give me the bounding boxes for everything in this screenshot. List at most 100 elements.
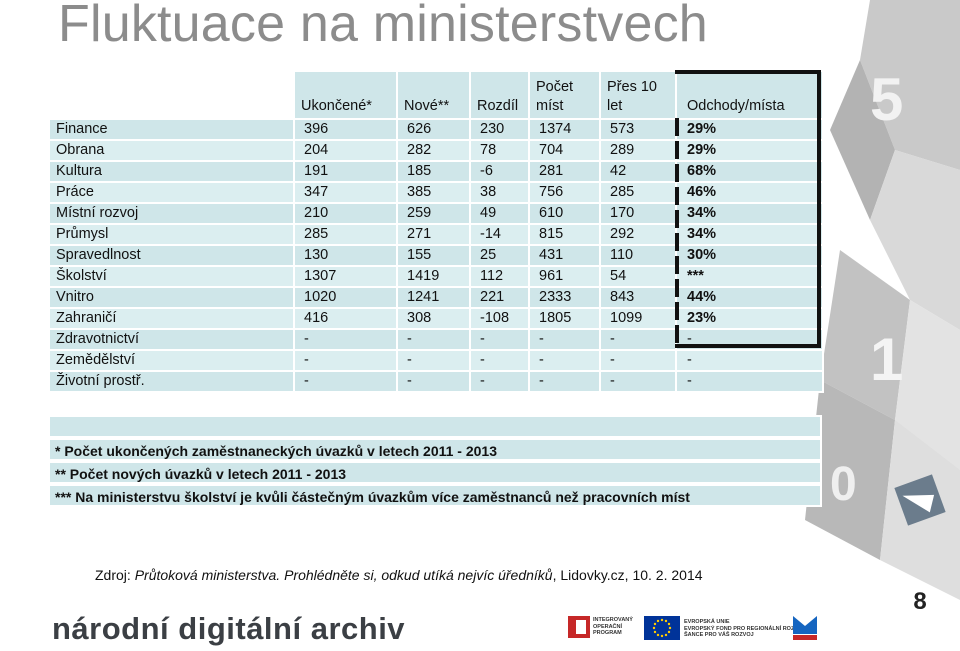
header-cell: Rozdíl [469, 70, 530, 120]
header-cell: Odchody/místa [675, 70, 824, 120]
table-row: Zahraničí 416 308 -108 1805 1099 23% [48, 307, 824, 330]
cell-ukoncene: 191 [293, 160, 398, 183]
svg-text:1: 1 [870, 326, 903, 393]
source-citation: Zdroj: Průtoková ministerstva. Prohlédně… [95, 567, 703, 583]
header-cell: Ukončené* [293, 70, 398, 120]
cell-nove: 1419 [396, 265, 471, 288]
cell-pres10: - [599, 349, 677, 372]
page-number: 8 [913, 588, 927, 615]
ministry-name: Kultura [48, 160, 295, 183]
footnote: ** Počet nových úvazků v letech 2011 - 2… [48, 461, 822, 484]
ministry-name: Obrana [48, 139, 295, 162]
cell-ukoncene: 1020 [293, 286, 398, 309]
eu-caption: EVROPSKÁ UNIE EVROPSKÝ FOND PRO REGIONÁLN… [684, 619, 806, 638]
cell-ukoncene: 347 [293, 181, 398, 204]
dice-decoration: 5 1 0 [805, 0, 960, 600]
cell-pres10: 289 [599, 139, 677, 162]
source-suffix: , Lidovky.cz, 10. 2. 2014 [552, 567, 703, 583]
cell-rozdil: - [469, 349, 530, 372]
footnote: *** Na ministerstvu školství je kvůli čá… [48, 484, 822, 507]
fluctuation-table: Ukončené* Nové** Rozdíl Počet míst Přes 1… [48, 70, 824, 393]
table-row: Vnitro 1020 1241 221 2333 843 44% [48, 286, 824, 309]
footnotes-spacer [48, 415, 822, 438]
ministry-name: Práce [48, 181, 295, 204]
cell-odchody: 29% [675, 118, 824, 141]
cell-pocet: 610 [528, 202, 601, 225]
footnote: * Počet ukončených zaměstnaneckých úvazk… [48, 438, 822, 461]
cell-ukoncene: - [293, 328, 398, 351]
table-row: Školství 1307 1419 112 961 54 *** [48, 265, 824, 288]
cell-ukoncene: 204 [293, 139, 398, 162]
cell-ukoncene: 1307 [293, 265, 398, 288]
source-prefix: Zdroj: [95, 567, 135, 583]
eu-flag-icon [644, 616, 680, 640]
cell-pocet: 961 [528, 265, 601, 288]
cell-nove: 308 [396, 307, 471, 330]
cell-ukoncene: - [293, 370, 398, 393]
cell-rozdil: - [469, 370, 530, 393]
cell-pocet: 1374 [528, 118, 601, 141]
cell-nove: 1241 [396, 286, 471, 309]
cell-pocet: 704 [528, 139, 601, 162]
nda-logo: národní digitální archiv [52, 611, 406, 646]
cell-rozdil: -14 [469, 223, 530, 246]
cell-odchody: 30% [675, 244, 824, 267]
cell-odchody: 46% [675, 181, 824, 204]
ministry-name: Zemědělství [48, 349, 295, 372]
table-row: Životní prostř. - - - - - - [48, 370, 824, 393]
cell-pres10: - [599, 370, 677, 393]
ministry-name: Místní rozvoj [48, 202, 295, 225]
ministry-name: Životní prostř. [48, 370, 295, 393]
cell-nove: 385 [396, 181, 471, 204]
table-row: Místní rozvoj 210 259 49 610 170 34% [48, 202, 824, 225]
cell-pres10: 285 [599, 181, 677, 204]
cell-ukoncene: 210 [293, 202, 398, 225]
cell-pres10: 573 [599, 118, 677, 141]
table-row: Kultura 191 185 -6 281 42 68% [48, 160, 824, 183]
fluctuation-table-wrap: Ukončené* Nové** Rozdíl Počet míst Přes 1… [48, 70, 824, 393]
cell-nove: - [396, 370, 471, 393]
cell-odchody: - [675, 370, 824, 393]
cell-ukoncene: 130 [293, 244, 398, 267]
cell-pres10: 110 [599, 244, 677, 267]
svg-text:0: 0 [830, 458, 857, 511]
cell-pocet: 2333 [528, 286, 601, 309]
header-corner [48, 70, 295, 120]
ministry-name: Zdravotnictví [48, 328, 295, 351]
ministry-name: Zahraničí [48, 307, 295, 330]
cell-nove: 155 [396, 244, 471, 267]
cell-rozdil: 230 [469, 118, 530, 141]
cell-nove: 271 [396, 223, 471, 246]
cell-rozdil: 49 [469, 202, 530, 225]
cell-pres10: 843 [599, 286, 677, 309]
table-row: Práce 347 385 38 756 285 46% [48, 181, 824, 204]
ministry-name: Vnitro [48, 286, 295, 309]
cell-ukoncene: - [293, 349, 398, 372]
table-row: Zemědělství - - - - - - [48, 349, 824, 372]
table-row: Spravedlnost 130 155 25 431 110 30% [48, 244, 824, 267]
cell-odchody: 68% [675, 160, 824, 183]
cell-rozdil: -6 [469, 160, 530, 183]
cell-pocet: - [528, 349, 601, 372]
cell-nove: - [396, 328, 471, 351]
cell-rozdil: 25 [469, 244, 530, 267]
cell-odchody: - [675, 328, 824, 351]
cell-rozdil: 112 [469, 265, 530, 288]
ministry-logo-icon [793, 616, 817, 640]
cell-rozdil: - [469, 328, 530, 351]
table-row: Zdravotnictví - - - - - - [48, 328, 824, 351]
cell-rozdil: 221 [469, 286, 530, 309]
header-cell: Počet míst [528, 70, 601, 120]
cell-rozdil: 38 [469, 181, 530, 204]
cell-pres10: 42 [599, 160, 677, 183]
cell-pocet: 431 [528, 244, 601, 267]
table-header-row: Ukončené* Nové** Rozdíl Počet míst Přes 1… [48, 70, 824, 120]
cell-ukoncene: 285 [293, 223, 398, 246]
ministry-name: Finance [48, 118, 295, 141]
cell-ukoncene: 396 [293, 118, 398, 141]
cell-pres10: 1099 [599, 307, 677, 330]
ministry-name: Spravedlnost [48, 244, 295, 267]
table-row: Průmysl 285 271 -14 815 292 34% [48, 223, 824, 246]
header-cell: Přes 10 let [599, 70, 677, 120]
cell-pres10: - [599, 328, 677, 351]
